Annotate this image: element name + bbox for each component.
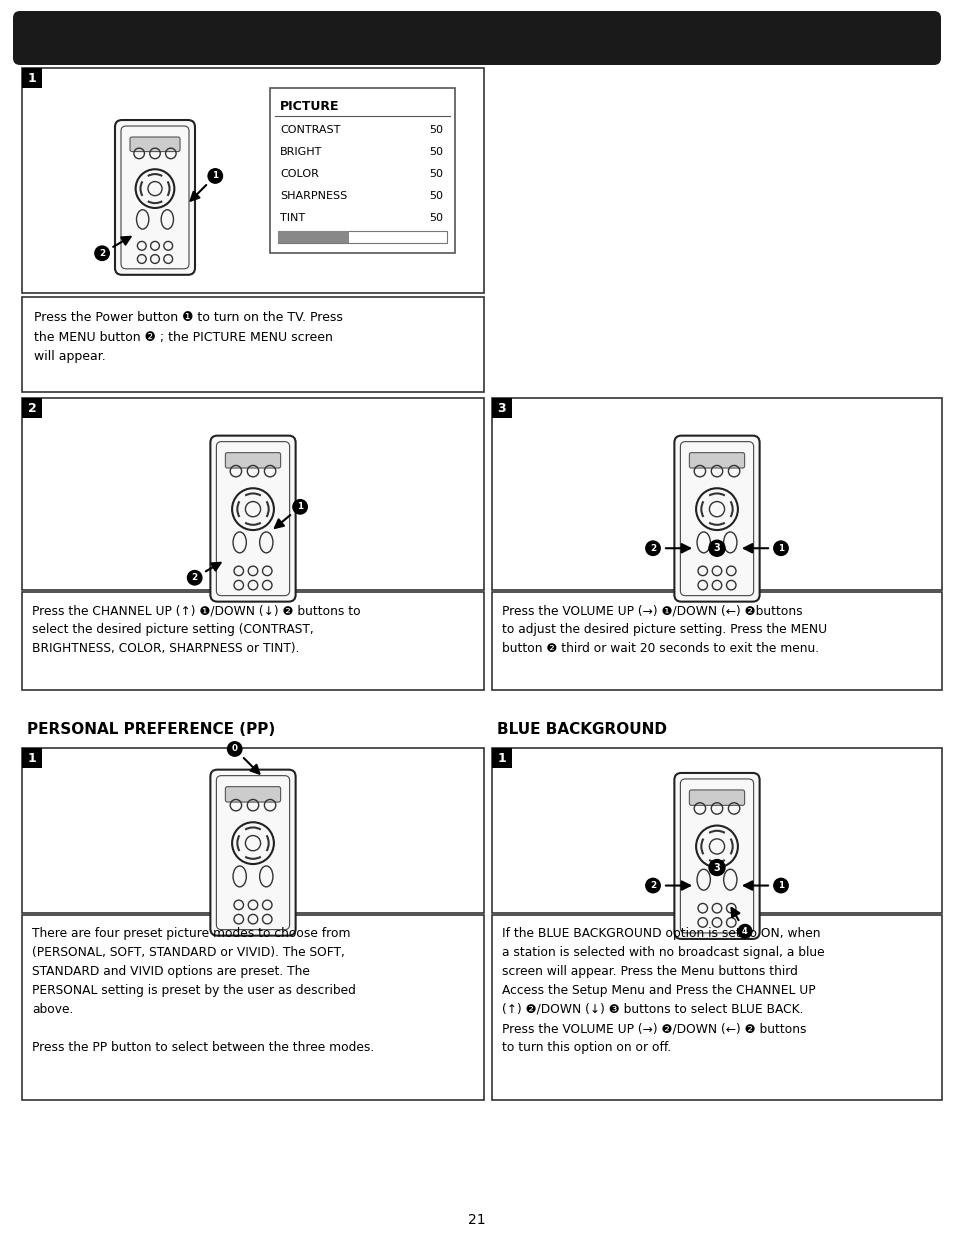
Text: 2: 2 xyxy=(99,248,105,258)
Text: 2: 2 xyxy=(28,401,36,415)
Circle shape xyxy=(208,169,222,183)
Text: 3: 3 xyxy=(713,862,720,873)
FancyBboxPatch shape xyxy=(225,453,280,468)
Text: BLUE BACKGROUND: BLUE BACKGROUND xyxy=(497,722,666,737)
Text: 2: 2 xyxy=(649,881,656,890)
Circle shape xyxy=(645,541,659,556)
Bar xyxy=(22,398,42,417)
Text: 50: 50 xyxy=(429,147,442,157)
Text: 50: 50 xyxy=(429,212,442,224)
Text: If the BLUE BACKGROUND option is set to ON, when
a station is selected with no b: If the BLUE BACKGROUND option is set to … xyxy=(501,927,823,1053)
Circle shape xyxy=(708,540,724,556)
Bar xyxy=(492,915,941,1100)
Text: 1: 1 xyxy=(777,881,783,890)
Text: 21: 21 xyxy=(468,1213,485,1228)
Text: PICTURE: PICTURE xyxy=(280,100,339,112)
Bar xyxy=(492,592,941,690)
Text: 2: 2 xyxy=(649,543,656,553)
Bar xyxy=(270,88,455,253)
Text: TINT: TINT xyxy=(280,212,305,224)
FancyBboxPatch shape xyxy=(225,787,280,802)
FancyBboxPatch shape xyxy=(130,137,180,152)
Text: PERSONAL PREFERENCE (PP): PERSONAL PREFERENCE (PP) xyxy=(27,722,275,737)
Text: There are four preset picture modes to choose from
(PERSONAL, SOFT, STANDARD or : There are four preset picture modes to c… xyxy=(32,927,374,1053)
Bar xyxy=(22,296,483,391)
FancyBboxPatch shape xyxy=(13,11,940,65)
Bar xyxy=(22,592,483,690)
Bar xyxy=(22,748,483,913)
Text: 3: 3 xyxy=(497,401,506,415)
FancyBboxPatch shape xyxy=(689,790,744,805)
Text: 1: 1 xyxy=(296,503,303,511)
Bar xyxy=(22,398,483,590)
Circle shape xyxy=(708,860,724,876)
Bar xyxy=(492,398,512,417)
Text: 1: 1 xyxy=(28,72,36,84)
Text: Press the Power button ❶ to turn on the TV. Press
the MENU button ❷ ; the PICTUR: Press the Power button ❶ to turn on the … xyxy=(34,311,342,363)
Bar xyxy=(22,915,483,1100)
FancyBboxPatch shape xyxy=(674,773,759,939)
FancyBboxPatch shape xyxy=(211,769,295,936)
Text: CONTRAST: CONTRAST xyxy=(280,125,340,135)
Text: 2: 2 xyxy=(192,573,197,582)
Text: 50: 50 xyxy=(429,125,442,135)
Text: Press the VOLUME UP (→) ❶/DOWN (←) ❷buttons
to adjust the desired picture settin: Press the VOLUME UP (→) ❶/DOWN (←) ❷butt… xyxy=(501,604,826,655)
Text: 50: 50 xyxy=(429,191,442,201)
Text: BRIGHT: BRIGHT xyxy=(280,147,322,157)
FancyBboxPatch shape xyxy=(115,120,194,275)
Text: 50: 50 xyxy=(429,169,442,179)
Text: 1: 1 xyxy=(28,752,36,764)
Text: SHARPNESS: SHARPNESS xyxy=(280,191,347,201)
Text: 1: 1 xyxy=(212,172,218,180)
Circle shape xyxy=(94,246,110,261)
Text: Press the CHANNEL UP (↑) ❶/DOWN (↓) ❷ buttons to
select the desired picture sett: Press the CHANNEL UP (↑) ❶/DOWN (↓) ❷ bu… xyxy=(32,604,360,655)
Text: COLOR: COLOR xyxy=(280,169,318,179)
Circle shape xyxy=(188,571,202,585)
Text: ON-SCREEN CONTROL ADJUSTMENTS (PICTURE): ON-SCREEN CONTROL ADJUSTMENTS (PICTURE) xyxy=(216,28,737,47)
Bar xyxy=(492,748,941,913)
FancyBboxPatch shape xyxy=(689,453,744,468)
Bar xyxy=(22,68,483,293)
Bar xyxy=(277,231,349,243)
FancyBboxPatch shape xyxy=(211,436,295,601)
Text: 1: 1 xyxy=(777,543,783,553)
Bar xyxy=(492,748,512,768)
Bar xyxy=(22,68,42,88)
Circle shape xyxy=(773,541,787,556)
Circle shape xyxy=(738,925,751,939)
Bar xyxy=(22,748,42,768)
Text: 0: 0 xyxy=(232,745,237,753)
Bar xyxy=(492,398,941,590)
Text: 4: 4 xyxy=(741,926,747,936)
Circle shape xyxy=(227,742,242,756)
Circle shape xyxy=(645,878,659,893)
Text: 3: 3 xyxy=(713,543,720,553)
Bar xyxy=(277,231,447,243)
Circle shape xyxy=(293,500,307,514)
FancyBboxPatch shape xyxy=(674,436,759,601)
Circle shape xyxy=(773,878,787,893)
Text: 1: 1 xyxy=(497,752,506,764)
